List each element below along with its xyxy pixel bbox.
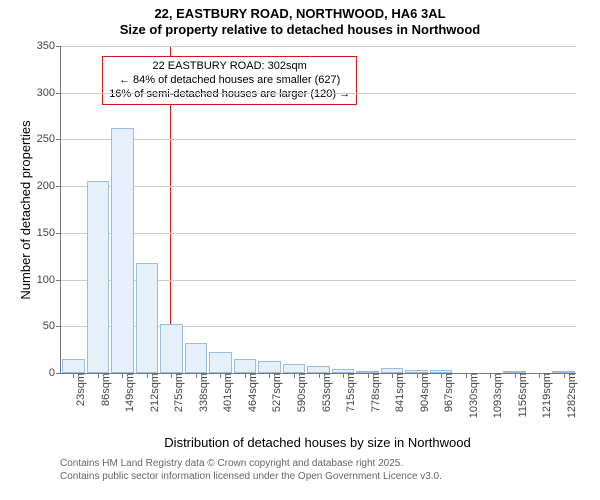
annotation-line-1: 22 EASTBURY ROAD: 302sqm: [109, 60, 350, 74]
credits-line-1: Contains HM Land Registry data © Crown c…: [60, 457, 442, 470]
histogram-bar: [258, 361, 281, 373]
x-tick-label: 23sqm: [73, 373, 87, 406]
x-tick-label: 1030sqm: [466, 373, 480, 418]
x-tick-label: 338sqm: [196, 373, 210, 412]
y-tick-label: 350: [37, 40, 61, 52]
credits-line-2: Contains public sector information licen…: [60, 470, 442, 483]
y-tick-label: 200: [37, 180, 61, 192]
histogram-bar: [283, 364, 306, 373]
gridline: [61, 46, 576, 47]
y-tick-label: 100: [37, 274, 61, 286]
y-axis-label: Number of detached properties: [18, 120, 33, 299]
x-tick-label: 1219sqm: [539, 373, 553, 418]
x-tick-label: 275sqm: [171, 373, 185, 412]
x-tick-label: 1156sqm: [515, 373, 529, 417]
x-axis-label: Distribution of detached houses by size …: [60, 435, 575, 450]
gridline: [61, 139, 576, 140]
histogram-bar: [160, 324, 183, 373]
histogram-bar: [62, 359, 85, 373]
histogram-bar: [307, 366, 330, 373]
x-tick-label: 778sqm: [368, 373, 382, 412]
y-tick-label: 250: [37, 133, 61, 145]
x-tick-label: 149sqm: [122, 373, 136, 412]
x-tick-label: 527sqm: [269, 373, 283, 412]
y-tick-label: 150: [37, 227, 61, 239]
gridline: [61, 233, 576, 234]
x-tick-label: 212sqm: [147, 373, 161, 412]
y-tick-label: 300: [37, 87, 61, 99]
title-line-2: Size of property relative to detached ho…: [0, 22, 600, 38]
histogram-bar: [87, 181, 110, 373]
credits-text: Contains HM Land Registry data © Crown c…: [60, 457, 442, 483]
y-tick-label: 0: [49, 367, 61, 379]
y-tick-label: 50: [43, 320, 61, 332]
x-tick-label: 967sqm: [441, 373, 455, 412]
x-tick-label: 904sqm: [417, 373, 431, 412]
chart-title: 22, EASTBURY ROAD, NORTHWOOD, HA6 3AL Si…: [0, 0, 600, 39]
gridline: [61, 93, 576, 94]
x-tick-label: 1093sqm: [490, 373, 504, 418]
histogram-bar: [185, 343, 208, 373]
plot-area: 22 EASTBURY ROAD: 302sqm ← 84% of detach…: [60, 46, 576, 374]
histogram-bar: [209, 352, 232, 373]
annotation-line-3: 16% of semi-detached houses are larger (…: [109, 88, 350, 102]
x-tick-label: 590sqm: [294, 373, 308, 412]
x-tick-label: 715sqm: [343, 373, 357, 412]
x-tick-label: 464sqm: [245, 373, 259, 412]
title-line-1: 22, EASTBURY ROAD, NORTHWOOD, HA6 3AL: [0, 6, 600, 22]
histogram-bar: [111, 128, 134, 373]
annotation-box: 22 EASTBURY ROAD: 302sqm ← 84% of detach…: [102, 56, 357, 105]
x-tick-label: 653sqm: [319, 373, 333, 412]
histogram-bar: [234, 359, 257, 373]
x-tick-label: 401sqm: [220, 373, 234, 412]
annotation-line-2: ← 84% of detached houses are smaller (62…: [109, 74, 350, 88]
gridline: [61, 186, 576, 187]
x-tick-label: 841sqm: [392, 373, 406, 412]
histogram-bar: [136, 263, 159, 373]
x-tick-label: 1282sqm: [564, 373, 578, 418]
x-tick-label: 86sqm: [98, 373, 112, 406]
